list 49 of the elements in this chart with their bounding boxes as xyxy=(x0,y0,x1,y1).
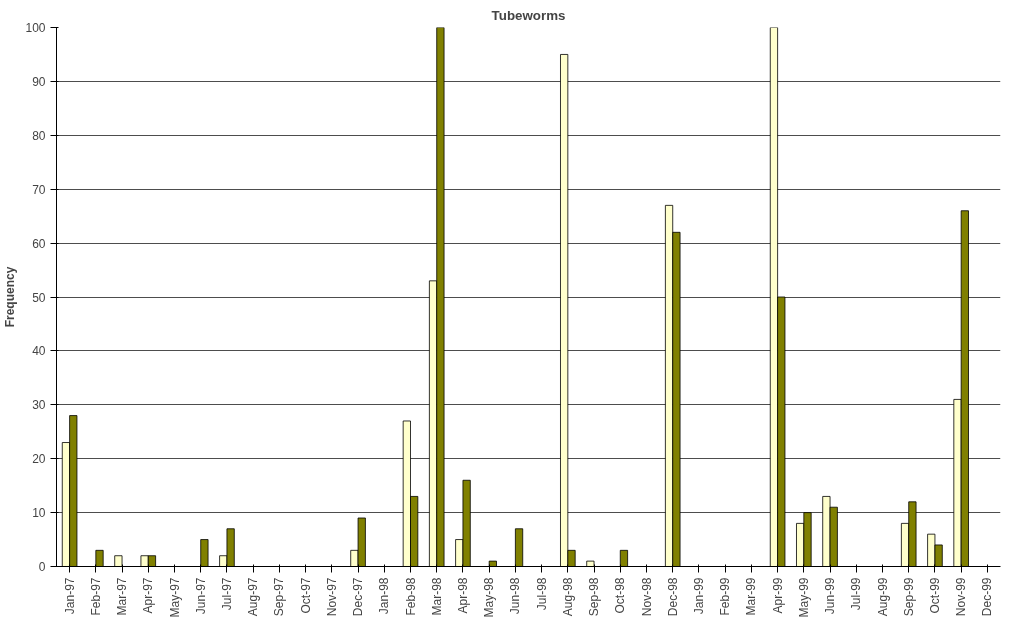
x-tick-label: Dec-97 xyxy=(351,577,366,617)
y-tick-label: 60 xyxy=(32,236,46,251)
y-axis-title: Frequency xyxy=(3,266,18,328)
y-tick-label: 80 xyxy=(32,128,46,143)
x-tick-label: Jul-99 xyxy=(849,577,864,611)
x-tick-label: Mar-98 xyxy=(429,577,444,616)
x-tick-label: Jan-99 xyxy=(691,577,706,615)
y-tick-label: 10 xyxy=(32,506,46,521)
y-tick-label: 20 xyxy=(32,452,46,467)
x-tick-label: May-99 xyxy=(796,577,811,618)
x-tick-label: Dec-98 xyxy=(665,577,680,617)
x-tick-label: Oct-99 xyxy=(927,577,942,614)
x-tick-label: Jul-98 xyxy=(534,577,549,611)
x-tick-label: Nov-97 xyxy=(324,577,339,617)
x-tick-label: Mar-97 xyxy=(115,577,130,616)
x-tick-label: Jun-99 xyxy=(823,577,838,615)
x-tick-label: Apr-98 xyxy=(455,577,470,614)
x-tick-label: Nov-99 xyxy=(954,577,969,617)
x-tick-label: Feb-98 xyxy=(403,577,418,616)
x-tick-label: May-98 xyxy=(482,577,497,618)
y-tick-label: 40 xyxy=(32,344,46,359)
x-tick-label: Jun-98 xyxy=(508,577,523,615)
x-tick-label: Aug-97 xyxy=(246,577,261,617)
x-tick-label: Apr-97 xyxy=(141,577,156,614)
x-tick-label: May-97 xyxy=(167,577,182,618)
x-tick-label: Aug-98 xyxy=(560,577,575,617)
x-tick-label: Oct-97 xyxy=(298,577,313,614)
x-tick-label: Jun-97 xyxy=(193,577,208,615)
x-tick-label: Nov-98 xyxy=(639,577,654,617)
x-tick-label: Feb-97 xyxy=(88,577,103,616)
x-tick-label: Mar-99 xyxy=(744,577,759,616)
y-tick-label: 100 xyxy=(25,21,46,35)
y-tick-label: 50 xyxy=(32,290,46,305)
y-tick-label: 70 xyxy=(32,182,46,197)
y-tick-label: 90 xyxy=(32,74,46,89)
x-tick-label: Dec-99 xyxy=(980,577,995,617)
x-tick-label: Oct-98 xyxy=(613,577,628,614)
x-tick-label: Sep-99 xyxy=(901,577,916,617)
x-tick-label: Jan-98 xyxy=(377,577,392,615)
x-tick-label: Jul-97 xyxy=(219,577,234,611)
y-tick-label: 0 xyxy=(38,560,46,574)
x-tick-label: Apr-99 xyxy=(770,577,785,614)
y-tick-label: 30 xyxy=(32,398,46,413)
x-tick-label: Feb-99 xyxy=(718,577,733,616)
x-tick-label: Sep-97 xyxy=(272,577,287,617)
chart-title: Tubeworms xyxy=(491,7,566,23)
x-tick-label: Sep-98 xyxy=(587,577,602,617)
x-tick-label: Jan-97 xyxy=(62,577,77,615)
x-tick-label: Aug-99 xyxy=(875,577,890,617)
